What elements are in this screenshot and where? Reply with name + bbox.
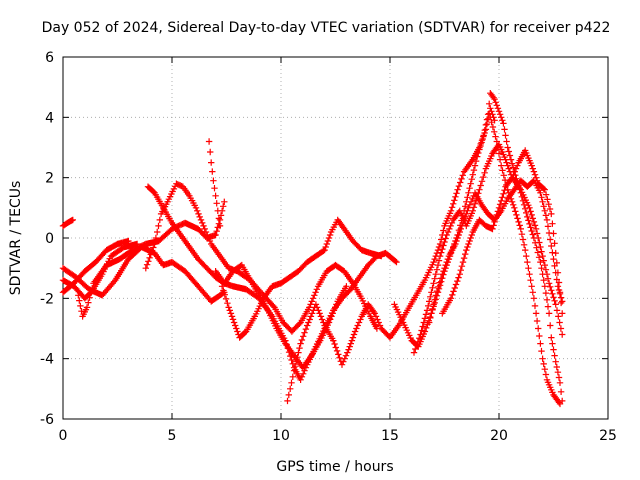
y-tick-label: -4 (40, 352, 54, 368)
data-series (410, 141, 566, 356)
data-series (142, 180, 381, 335)
series-markers (142, 180, 381, 335)
series-markers (284, 105, 498, 405)
series-layer (59, 90, 566, 408)
x-tick-label: 5 (168, 428, 177, 444)
x-tick-label: 15 (381, 428, 399, 444)
data-series (59, 216, 76, 230)
series-markers (410, 141, 566, 356)
x-tick-label: 20 (490, 428, 508, 444)
series-markers (218, 216, 385, 341)
grid (63, 57, 608, 419)
data-series (218, 216, 385, 341)
chart-title: Day 052 of 2024, Sidereal Day-to-day VTE… (42, 20, 611, 36)
x-tick-label: 10 (272, 428, 290, 444)
series-markers (205, 138, 224, 230)
x-axis-label: GPS time / hours (276, 459, 393, 475)
y-tick-label: 4 (45, 110, 54, 126)
data-series (487, 114, 564, 408)
y-tick-label: -6 (40, 412, 54, 428)
series-markers (439, 174, 566, 338)
series-markers (487, 114, 564, 408)
series-markers (59, 216, 76, 230)
x-tick-label: 0 (59, 428, 68, 444)
y-tick-label: 2 (45, 171, 54, 187)
data-series (212, 261, 350, 371)
data-series (439, 174, 566, 338)
series-markers (212, 261, 350, 371)
plot-frame (62, 56, 609, 420)
axis-ticks: 0 5 10 15 20 25 -6 -4 -2 0 2 4 6 (40, 50, 617, 444)
x-tick-label: 25 (599, 428, 617, 444)
data-series (205, 138, 224, 230)
y-axis-label: SDTVAR / TECUs (8, 181, 24, 296)
data-series (284, 105, 498, 405)
y-tick-label: 6 (45, 50, 54, 66)
y-tick-label: 0 (45, 231, 54, 247)
y-tick-label: -2 (40, 291, 54, 307)
